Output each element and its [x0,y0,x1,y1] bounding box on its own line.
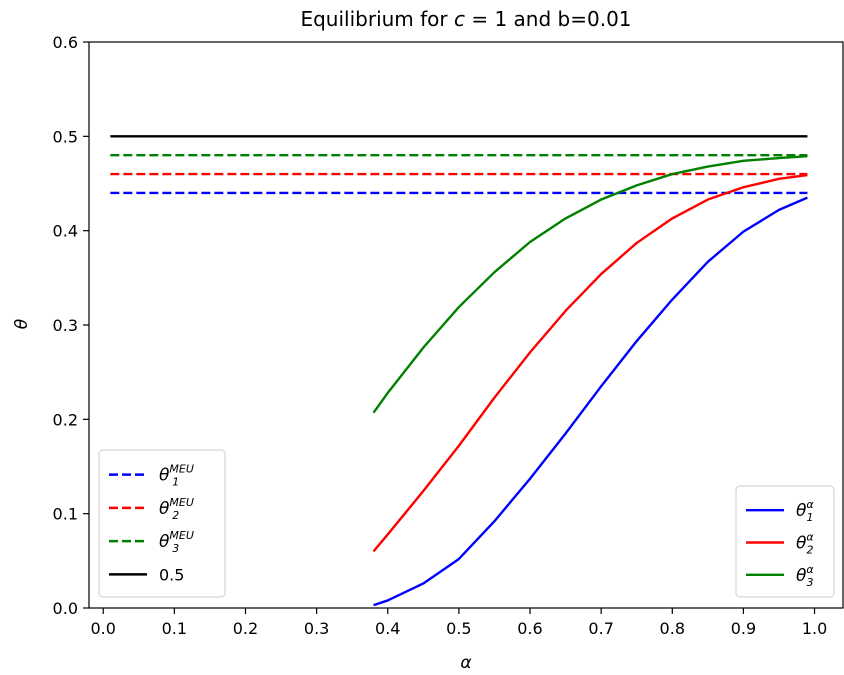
x-tick-label: 1.0 [802,619,827,638]
y-axis-label: θ [12,318,32,329]
x-tick-label: 0.5 [446,619,471,638]
y-tick-label: 0.6 [53,33,78,52]
legend-left: θMEU 1 θMEU 2 θMEU 3 0.5 [98,449,226,598]
legend-label-a1: θα 1 [796,498,814,524]
series-line-a1 [373,196,808,607]
legend-label-meu1: θMEU 1 [159,463,194,489]
legend-label-a2: θα 2 [796,531,814,557]
x-tick-label: 0.2 [233,619,258,638]
legend-label-meu3: θMEU 3 [159,529,194,555]
series-line-a2 [372,173,808,553]
chart-title: Equilibrium for c = 1 and b=0.01 [300,7,631,31]
series-line-a3 [372,154,808,414]
x-axis-label: α [460,653,471,673]
legend-label-half: 0.5 [159,565,184,584]
y-tick-label: 0.2 [53,410,78,429]
legend-right: θα 1 θα 2 θα 3 [735,485,835,598]
legend-box [735,485,835,598]
x-tick-label: 0.8 [660,619,685,638]
x-tick-label: 0.1 [162,619,187,638]
x-tick-label: 0.4 [375,619,400,638]
x-tick-label: 0.3 [304,619,329,638]
x-tick-label: 0.0 [90,619,115,638]
legend-box [98,449,226,598]
x-tick-label: 0.7 [588,619,613,638]
x-tick-label: 0.9 [731,619,756,638]
legend-layer: θMEU 1 θMEU 2 θMEU 3 0.5 θα 1 θα 2 θα 3 [98,449,835,598]
plot-layer [110,135,808,607]
y-tick-label: 0.4 [53,222,78,241]
x-tick-label: 0.6 [517,619,542,638]
y-tick-label: 0.3 [53,316,78,335]
y-tick-label: 0.5 [53,127,78,146]
axes-layer: 0.0 0.1 0.2 0.3 0.4 0.5 0.6 0.7 0.8 0.9 1.0 0.0 0.1 0… [53,33,844,638]
legend-label-meu2: θMEU 2 [159,496,194,522]
y-tick-label: 0.1 [53,505,78,524]
y-tick-label: 0.0 [53,599,78,618]
legend-label-a3: θα 3 [796,563,814,589]
